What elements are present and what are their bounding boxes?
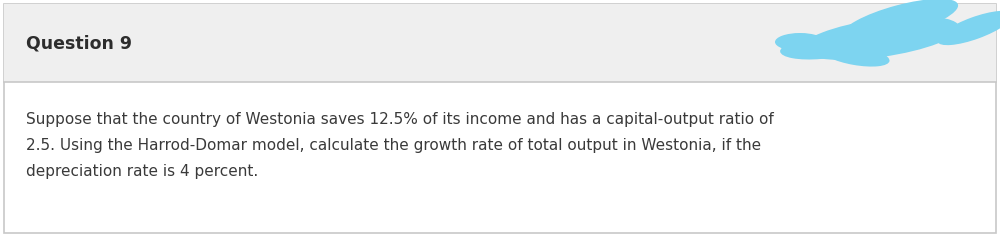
Text: Question 9: Question 9 <box>26 34 132 52</box>
Ellipse shape <box>801 16 959 60</box>
Ellipse shape <box>937 11 1000 45</box>
Text: depreciation rate is 4 percent.: depreciation rate is 4 percent. <box>26 164 258 179</box>
Ellipse shape <box>780 36 860 59</box>
Bar <box>4 4 996 82</box>
Ellipse shape <box>775 33 825 51</box>
Ellipse shape <box>842 0 958 41</box>
Text: Suppose that the country of Westonia saves 12.5% of its income and has a capital: Suppose that the country of Westonia sav… <box>26 112 774 127</box>
Ellipse shape <box>820 43 890 67</box>
Text: 2.5. Using the Harrod-Domar model, calculate the growth rate of total output in : 2.5. Using the Harrod-Domar model, calcu… <box>26 138 761 153</box>
